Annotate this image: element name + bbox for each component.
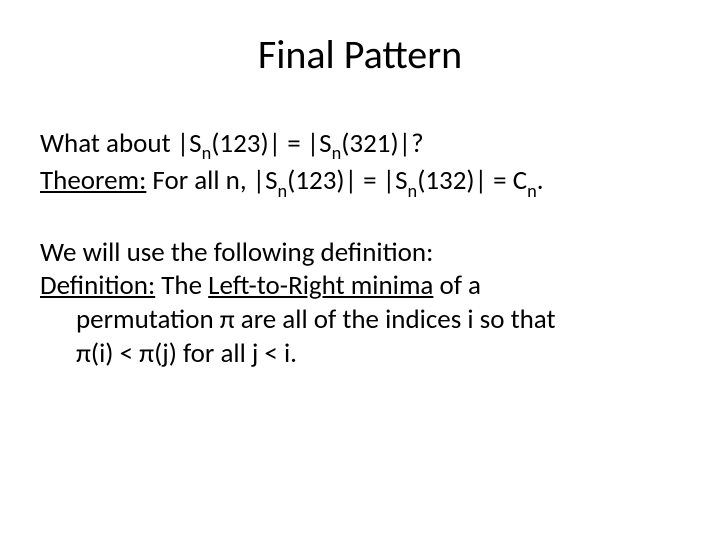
slide-title: Final Pattern xyxy=(40,30,680,79)
line-def-cont1: permutation π are all of the indices i s… xyxy=(40,303,680,337)
subscript-n: n xyxy=(527,180,537,202)
line-definition: Definition: The Left-to-Right minima of … xyxy=(40,269,680,303)
text: The xyxy=(155,269,208,302)
text: What about |S xyxy=(40,127,202,160)
theorem-label: Theorem: xyxy=(40,164,146,197)
slide-body: What about |Sn(123)| = |Sn(321)|? Theore… xyxy=(40,127,680,371)
paragraph-1: What about |Sn(123)| = |Sn(321)|? Theore… xyxy=(40,127,680,202)
text: For all n, |S xyxy=(146,164,277,197)
paragraph-2: We will use the following definition: De… xyxy=(40,236,680,371)
subscript-n: n xyxy=(408,180,418,202)
text: of a xyxy=(433,269,481,302)
line-theorem: Theorem: For all n, |Sn(123)| = |Sn(132)… xyxy=(40,164,680,201)
line-def-intro: We will use the following definition: xyxy=(40,236,680,270)
subscript-n: n xyxy=(278,180,288,202)
line-def-cont2: π(i) < π(j) for all j < i. xyxy=(40,337,680,371)
subscript-n: n xyxy=(202,142,212,164)
defined-term: Left-to-Right minima xyxy=(208,269,433,302)
subscript-n: n xyxy=(332,142,342,164)
text: (123)| = |S xyxy=(211,127,331,160)
line-question: What about |Sn(123)| = |Sn(321)|? xyxy=(40,127,680,164)
text: (132)| = C xyxy=(417,164,527,197)
text: (123)| = |S xyxy=(287,164,407,197)
text: . xyxy=(537,164,544,197)
text: (321)|? xyxy=(341,127,423,160)
definition-label: Definition: xyxy=(40,269,155,302)
slide: Final Pattern What about |Sn(123)| = |Sn… xyxy=(0,0,720,540)
